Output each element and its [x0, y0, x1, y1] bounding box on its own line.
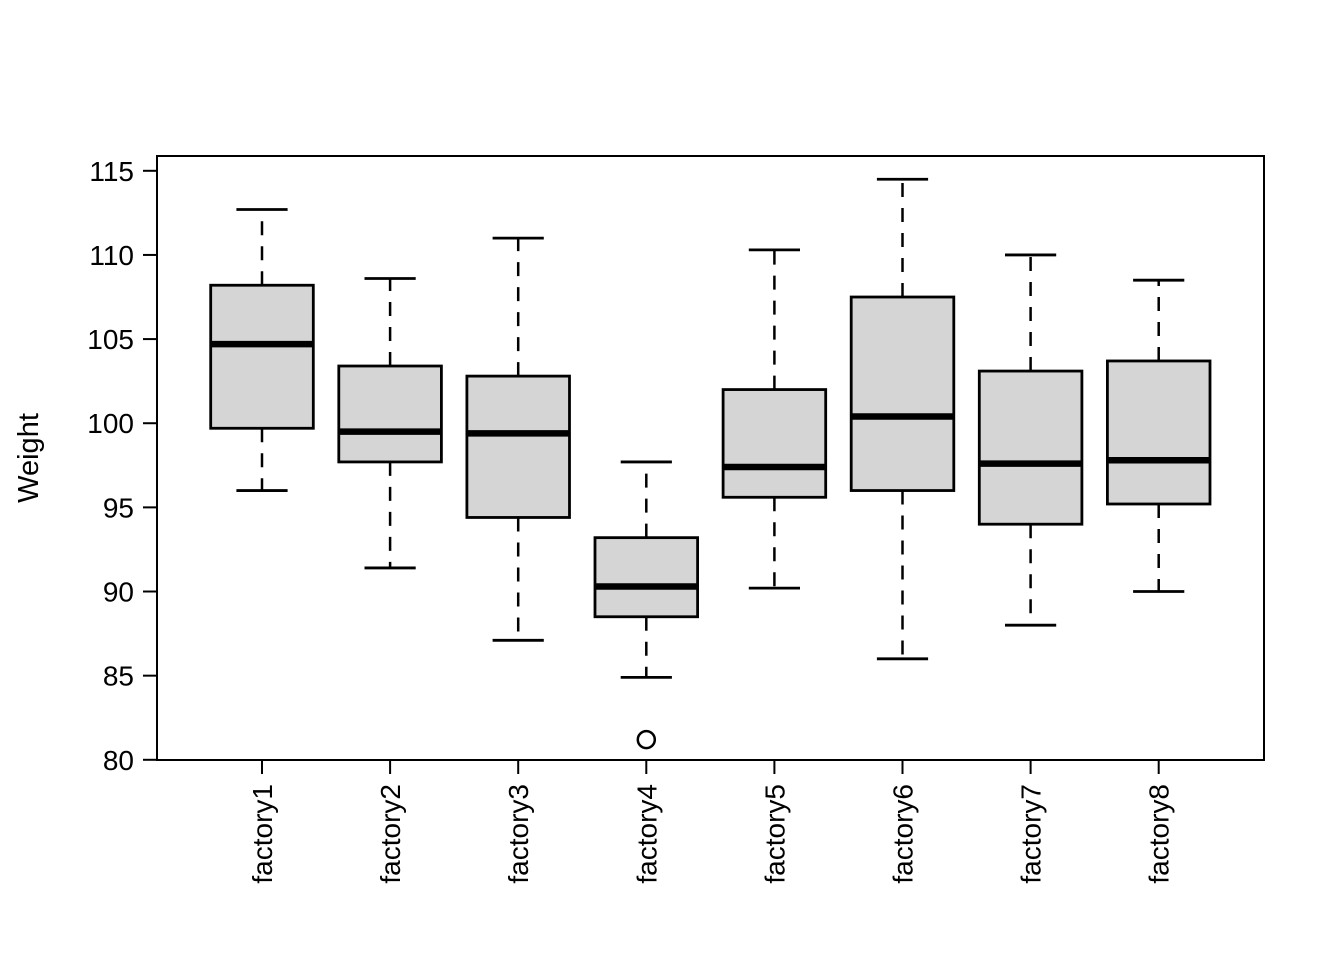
- x-tick-label: factory3: [503, 784, 534, 884]
- y-tick-label: 85: [103, 661, 134, 692]
- y-tick-label: 105: [87, 324, 134, 355]
- box-factory4: [593, 536, 699, 619]
- plot-frame: [156, 155, 1265, 761]
- x-tick-label: factory6: [888, 784, 919, 884]
- box-factory6: [849, 295, 956, 492]
- y-tick-label: 95: [103, 492, 134, 523]
- y-tick-label: 115: [89, 156, 134, 187]
- box-factory3: [465, 374, 571, 519]
- x-tick-label: factory8: [1144, 784, 1175, 884]
- y-tick-label: 110: [89, 240, 134, 271]
- x-tick-label: factory4: [631, 784, 662, 884]
- x-tick-label: factory7: [1016, 784, 1047, 884]
- x-tick-label: factory5: [759, 784, 790, 884]
- y-tick-label: 80: [103, 745, 134, 776]
- box-factory8: [1106, 359, 1212, 506]
- outlier-factory4: [636, 729, 657, 750]
- box-factory7: [977, 369, 1084, 526]
- y-tick-label: 90: [103, 577, 134, 608]
- y-axis-title: Weight: [13, 413, 45, 503]
- box-factory2: [337, 364, 443, 464]
- y-tick-label: 100: [87, 408, 134, 439]
- box-factory5: [721, 388, 828, 499]
- x-tick-label: factory1: [247, 784, 278, 884]
- x-tick-label: factory2: [375, 784, 406, 884]
- box-factory1: [209, 283, 315, 430]
